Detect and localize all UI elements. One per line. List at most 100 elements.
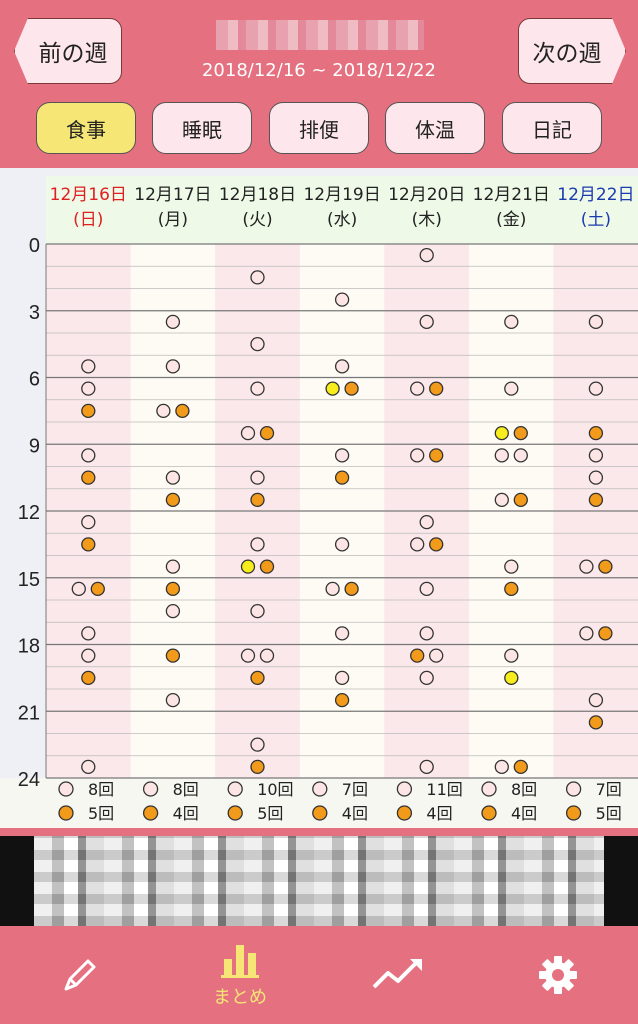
light-meal-dot <box>81 648 96 663</box>
y-tick-label: 9 <box>29 435 40 457</box>
tab-meal[interactable]: 食事 <box>36 102 136 154</box>
nav-trend[interactable] <box>338 926 458 1024</box>
light-meal-dot <box>325 581 340 597</box>
light-meal-dot <box>588 470 604 485</box>
blurred-user-name <box>216 20 424 50</box>
day-weekday-label: (土) <box>581 210 611 230</box>
orange-meal-dot <box>344 381 359 396</box>
day-weekday-label: (火) <box>242 210 272 230</box>
light-meal-dot <box>494 759 509 775</box>
light-meal-dot <box>429 648 444 663</box>
day-header-band <box>46 176 638 244</box>
legend-light-dot <box>312 781 328 797</box>
light-meal-dot <box>165 470 181 485</box>
tab-diary[interactable]: 日記 <box>502 102 602 154</box>
light-meal-dot <box>81 514 96 530</box>
day-weekday-label: (日) <box>73 210 103 230</box>
orange-meal-dot <box>344 581 359 597</box>
light-count-label: 8回 <box>173 780 199 799</box>
light-meal-dot <box>81 759 96 775</box>
legend-orange-dot <box>481 805 497 821</box>
light-meal-dot <box>250 270 265 285</box>
light-meal-dot <box>334 448 350 463</box>
y-tick-label: 12 <box>18 502 40 524</box>
tab-temperature[interactable]: 体温 <box>385 102 485 154</box>
light-meal-dot <box>579 626 594 641</box>
legend-light-dot <box>565 781 582 797</box>
yellow-meal-dot <box>494 425 509 441</box>
day-date-label: 12月16日 <box>50 185 127 205</box>
orange-meal-dot <box>250 670 265 686</box>
orange-meal-dot <box>504 581 519 597</box>
tab-bowel[interactable]: 排便 <box>269 102 369 154</box>
axis-band <box>0 244 46 778</box>
light-meal-dot <box>579 559 594 574</box>
date-range: 2018/12/16 ~ 2018/12/22 <box>201 60 437 81</box>
orange-count-label: 5回 <box>88 804 114 823</box>
yellow-meal-dot <box>504 670 519 686</box>
orange-meal-dot <box>598 626 613 641</box>
light-meal-dot <box>165 359 181 374</box>
prev-week-button[interactable]: 前の週 <box>14 18 122 84</box>
orange-count-label: 4回 <box>426 804 452 823</box>
light-meal-dot <box>81 359 96 374</box>
orange-meal-dot <box>165 648 181 663</box>
orange-count-label: 5回 <box>596 804 622 823</box>
legend-orange-dot <box>227 805 243 821</box>
light-meal-dot <box>419 759 434 775</box>
light-meal-dot <box>250 336 265 352</box>
light-meal-dot <box>250 737 265 752</box>
nav-settings[interactable] <box>498 926 618 1024</box>
light-meal-dot <box>419 670 434 686</box>
light-meal-dot <box>494 448 509 463</box>
light-meal-dot <box>334 359 350 374</box>
light-meal-dot <box>419 514 434 530</box>
light-meal-dot <box>250 381 265 396</box>
legend-light-dot <box>142 781 159 797</box>
orange-meal-dot <box>429 448 444 463</box>
orange-meal-dot <box>429 537 444 552</box>
light-count-label: 8回 <box>88 780 114 799</box>
orange-meal-dot <box>513 492 528 508</box>
legend-orange-dot <box>58 805 74 821</box>
orange-meal-dot <box>175 403 190 419</box>
ad-banner[interactable] <box>0 836 638 926</box>
gear-icon <box>539 956 577 994</box>
light-meal-dot <box>334 626 350 641</box>
light-meal-dot <box>334 537 350 552</box>
day-date-label: 12月21日 <box>473 185 550 205</box>
light-meal-dot <box>504 381 519 396</box>
trend-icon <box>372 959 422 989</box>
orange-meal-dot <box>429 381 444 396</box>
light-meal-dot <box>588 448 604 463</box>
next-week-button[interactable]: 次の週 <box>518 18 626 84</box>
nav-record[interactable] <box>20 926 140 1024</box>
light-meal-dot <box>588 381 604 396</box>
orange-meal-dot <box>588 492 604 508</box>
chart-canvas: 0 3 6 9 12 15 18 21 24 12月16日 (日) 12月17日 (月) 12月18日 (火… <box>0 176 638 828</box>
light-meal-dot <box>165 559 181 574</box>
ad-image[interactable] <box>34 836 604 926</box>
light-meal-dot <box>165 692 181 708</box>
nav-summary[interactable]: まとめ <box>180 926 300 1024</box>
orange-meal-dot <box>259 559 275 574</box>
tab-sleep[interactable]: 睡眠 <box>152 102 252 154</box>
y-tick-label: 18 <box>18 636 40 658</box>
weekly-meal-chart: 0 3 6 9 12 15 18 21 24 12月16日 (日) 12月17日 (月) 12月18日 (火… <box>0 168 638 828</box>
legend-orange-dot <box>312 805 328 821</box>
day-weekday-label: (月) <box>158 210 188 230</box>
light-meal-dot <box>71 581 86 597</box>
orange-count-label: 5回 <box>257 804 283 823</box>
yellow-meal-dot <box>240 559 256 574</box>
light-meal-dot <box>165 603 181 619</box>
y-tick-label: 15 <box>18 569 40 591</box>
y-tick-label: 6 <box>29 369 40 391</box>
app-header: 前の週 2018/12/16 ~ 2018/12/22 次の週 食事 睡眠 排便… <box>0 0 638 168</box>
light-meal-dot <box>588 692 604 708</box>
light-meal-dot <box>259 648 275 663</box>
light-meal-dot <box>250 537 265 552</box>
orange-meal-dot <box>81 537 96 552</box>
orange-meal-dot <box>250 492 265 508</box>
light-meal-dot <box>504 314 519 330</box>
day-weekday-label: (木) <box>412 210 442 230</box>
